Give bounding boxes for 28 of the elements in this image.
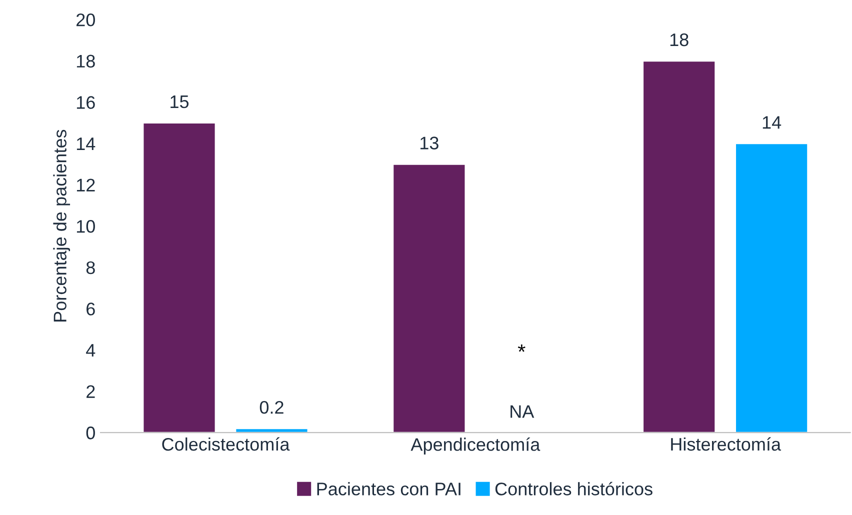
bar: [142, 122, 216, 433]
y-tick-label: 16: [76, 96, 95, 109]
y-tick-label: 2: [86, 385, 95, 398]
legend-label: Pacientes con PAI: [317, 482, 460, 496]
y-tick-label: 18: [76, 54, 95, 68]
y-tick-label: 12: [76, 178, 95, 192]
y-tick-label: 0: [86, 426, 95, 440]
y-tick-label: 4: [86, 344, 96, 357]
x-tick-label: Apendicectomía: [410, 437, 540, 455]
bar: [642, 60, 716, 433]
data-label: 18: [670, 33, 688, 46]
annotation: *: [518, 344, 526, 352]
y-tick-label: 14: [76, 138, 96, 150]
y-axis-title: Porcentaje de pacientes: [53, 130, 70, 322]
data-label: 13: [420, 136, 438, 150]
bar: [734, 142, 809, 433]
y-tick-label: 6: [86, 302, 95, 316]
text: NA: [510, 405, 534, 418]
y-tick-label: 8: [86, 261, 95, 274]
x-tick-label: Histerectomía: [671, 437, 782, 451]
y-tick-label: 10: [76, 220, 95, 233]
bar: [392, 163, 466, 433]
data-label: 15: [170, 96, 189, 108]
data-label: 0.2: [260, 401, 284, 414]
data-label: 14: [762, 116, 782, 129]
legend-label: Controles históricos: [495, 482, 652, 496]
y-tick-label: 20: [76, 14, 95, 26]
x-tick-label: Colecistectomía: [162, 437, 290, 451]
